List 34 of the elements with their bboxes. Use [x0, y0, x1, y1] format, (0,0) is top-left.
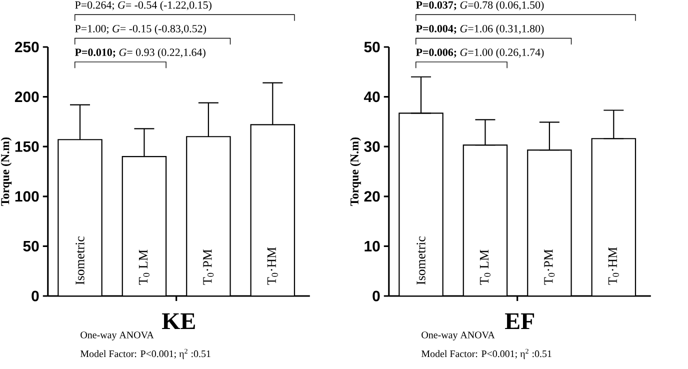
x-tick-label: T$_{0}$ LM	[480, 250, 490, 285]
y-tick-label: 0	[372, 290, 380, 302]
x-axis-title: EF	[505, 313, 534, 330]
x-tick-label: T$_{0}$·PM	[544, 249, 555, 285]
x-tick-label: T$_{0}$·PM	[203, 249, 214, 285]
y-tick-label: 100	[15, 191, 39, 202]
y-tick-label: 50	[23, 240, 39, 252]
annotation: P=0.010; G= 0.93 (0.22,1.64)	[74, 48, 206, 58]
y-tick-label: 250	[14, 42, 39, 52]
text: P=0.264; G= -0.54 (-1.22,0.15)	[75, 1, 212, 11]
y-tick-label: 150	[15, 141, 39, 152]
x-tick-label: T$_{0}$ LM	[138, 250, 150, 285]
x-tick-label: T$_{0}$·HM	[608, 247, 619, 285]
y-tick-label: 10	[364, 240, 380, 252]
y-tick-label: 30	[364, 141, 380, 152]
annotation: P=0.006; G=1.00 (0.26,1.74)	[416, 48, 544, 58]
text: One-way ANOVA	[422, 332, 495, 340]
y-tick-label: 50	[364, 42, 380, 52]
y-tick-label: 20	[364, 191, 380, 202]
text: Model Factor: P<0.001; η$^{2}$ :0.51	[80, 348, 210, 360]
y-axis-title: Torque (N.m)	[0, 137, 12, 206]
y-axis-title: Torque (N.m)	[350, 137, 361, 206]
text: P=1.00; G= -0.15 (-0.83,0.52)	[75, 24, 206, 35]
x-tick-label: Isometric	[416, 236, 426, 285]
text: Model Factor: P<0.001; η$^{2}$ :0.51	[421, 348, 552, 360]
x-tick-label: T$_{0}$·HM	[267, 247, 278, 285]
x-tick-label: Isometric	[76, 236, 84, 285]
y-tick-label: 200	[14, 92, 39, 102]
text: P=0.004; G=1.06 (0.31,1.80)	[416, 24, 544, 35]
text: One-way ANOVA	[80, 332, 154, 340]
x-axis-title: KE	[162, 313, 195, 330]
y-tick-label: 0	[32, 290, 39, 302]
y-tick-label: 40	[364, 92, 380, 102]
text: P=0.037; G=0.78 (0.06,1.50)	[416, 1, 544, 11]
